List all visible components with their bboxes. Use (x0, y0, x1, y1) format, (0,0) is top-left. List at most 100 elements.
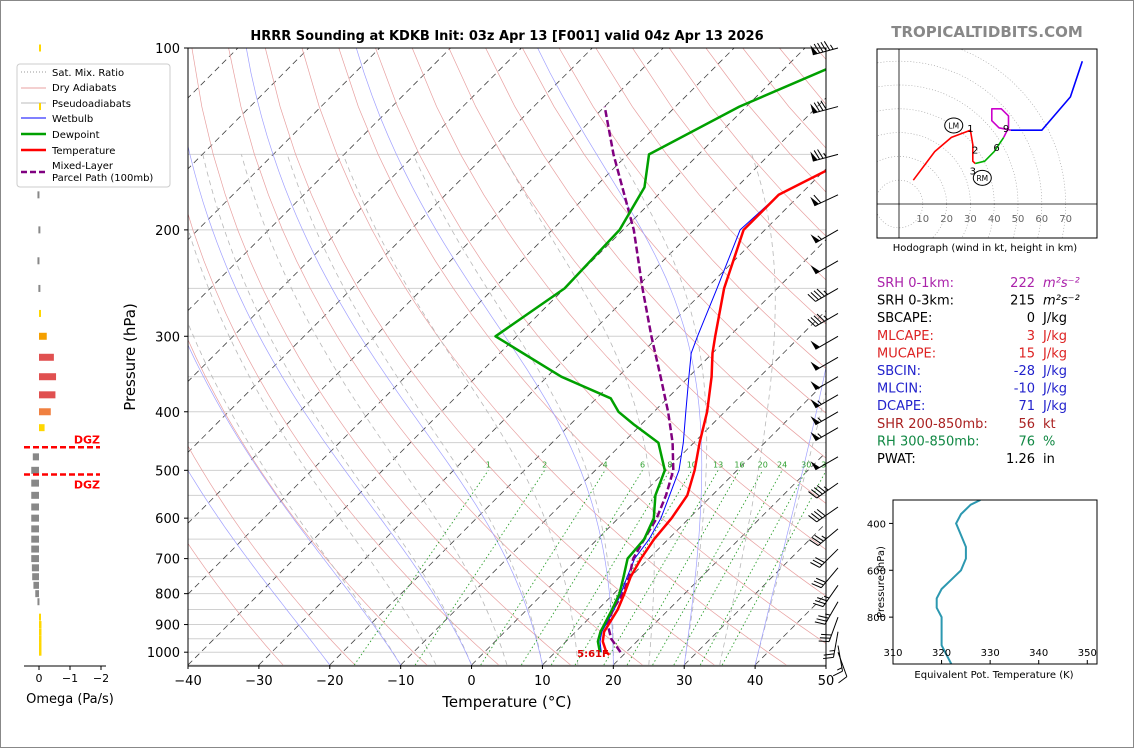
theta-y-tick-label: 600 (867, 566, 886, 577)
hodograph-ring-label: 60 (1035, 214, 1048, 225)
storm-motion-label: RM (976, 174, 988, 183)
parameter-row: SRH 0-3km: 215 m²s⁻² (877, 294, 1080, 309)
wind-barbs (807, 41, 848, 684)
barb-half (823, 290, 828, 295)
barb-full (809, 539, 819, 546)
storm-motion-marker (944, 117, 964, 134)
parameter-unit: J/kg (1042, 382, 1067, 397)
svg-text:Dewpoint: Dewpoint (52, 130, 100, 141)
barb-full (818, 615, 829, 619)
omega-bar (33, 581, 39, 589)
mixing-ratio-label: 8 (667, 460, 672, 469)
omega-xlabel: Omega (Pa/s) (26, 692, 114, 707)
mixing-ratio-label: 2 (542, 460, 547, 469)
legend-item-pseudoadiabats: Pseudoadiabats (21, 99, 131, 110)
mixing-ratio-line (480, 470, 606, 666)
barb-staff (822, 585, 839, 607)
moist-adiabat (502, 154, 655, 666)
barb-half (817, 417, 822, 422)
omega-bar (32, 573, 39, 581)
theta-e-xlabel: Equivalent Pot. Temperature (K) (914, 670, 1073, 681)
theta-e-ylabel: Pressure (hPa) (876, 546, 887, 618)
hodograph-height-label: 3 (970, 167, 976, 178)
isotherm-line (258, 97, 826, 666)
chart-title: HRRR Sounding at KDKB Init: 03z Apr 13 [… (250, 29, 763, 44)
barb-flag (810, 234, 820, 243)
hodograph-ring-label: 40 (988, 214, 1001, 225)
dry-adiabat (411, 48, 826, 551)
barb-staff (816, 506, 839, 523)
omega-bar (35, 590, 39, 598)
parameter-label: SBCAPE: (877, 311, 932, 326)
omega-bar (39, 353, 54, 361)
mixing-ratio-label: 13 (713, 460, 723, 469)
mixing-ratio-line (652, 470, 764, 666)
barb-flag (810, 45, 818, 55)
omega-bar (38, 284, 41, 292)
parameter-row: MLCAPE: 3 J/kg (877, 329, 1067, 344)
x-tick-label: −20 (316, 674, 343, 689)
x-tick-label: 10 (534, 674, 551, 689)
omega-bar (39, 332, 47, 340)
barb-full (811, 513, 820, 521)
svg-text:Pseudoadiabats: Pseudoadiabats (52, 99, 131, 110)
omega-bar (37, 257, 40, 265)
hodograph-segment (991, 108, 1012, 138)
brand-watermark: TROPICALTIDBITS.COM (891, 23, 1083, 41)
moist-adiabat (342, 154, 579, 666)
parameter-label: SBCIN: (877, 364, 921, 379)
barb-full (810, 562, 820, 568)
wind-barb (809, 528, 839, 546)
moist-adiabat-blue (355, 48, 614, 665)
barb-full (813, 43, 821, 54)
barb-full (817, 42, 824, 53)
parameter-value: 215 (1010, 294, 1035, 309)
dry-adiabat (188, 445, 356, 666)
dry-adiabat (191, 48, 571, 666)
parameter-row: SBCIN: -28 J/kg (877, 364, 1067, 379)
dry-adiabat (301, 48, 787, 666)
barb-staff (815, 288, 839, 302)
barb-full (812, 559, 823, 566)
omega-bar (39, 628, 42, 636)
parameter-value: -10 (1014, 382, 1035, 397)
barb-full (817, 101, 824, 111)
dry-adiabat (264, 48, 715, 666)
theta-e-frame (892, 499, 1098, 665)
barb-full (816, 313, 825, 322)
wind-barb (823, 631, 839, 660)
wind-barb (814, 601, 839, 625)
y-tick-label: 900 (155, 619, 180, 634)
mixing-ratio-line (574, 470, 693, 666)
dry-adiabat (742, 48, 826, 149)
wind-barb (810, 376, 839, 391)
mixing-ratio-lines: 1 2 4 6 8 10 13 16 20 24 30 36 (353, 460, 826, 666)
barb-half (830, 44, 834, 50)
y-tick-label: 500 (155, 464, 180, 479)
barb-flag (810, 399, 820, 408)
barb-full (813, 602, 824, 608)
omega-bar (39, 642, 42, 650)
omega-bar (37, 191, 40, 199)
barb-half (823, 486, 829, 491)
barb-half (823, 315, 828, 320)
omega-bar (31, 525, 39, 533)
y-tick-label: 100 (155, 42, 180, 57)
barb-full (807, 318, 816, 327)
parameter-unit: J/kg (1042, 346, 1067, 361)
omega-bar (39, 613, 41, 621)
omega-bar (39, 648, 42, 656)
barb-staff (816, 482, 839, 499)
hodograph-ring-labels: 10 20 30 40 50 60 70 (916, 214, 1072, 225)
isotherm-line (542, 380, 826, 666)
svg-text:Mixed-Layer: Mixed-Layer (52, 161, 114, 172)
theta-x-tick-label: 320 (932, 648, 951, 659)
barb-half (823, 152, 827, 158)
omega-tick-label: −1 (62, 672, 78, 685)
dgz-label: DGZ (74, 478, 100, 491)
x-tick-label: −40 (174, 674, 201, 689)
dewpoint-line (494, 68, 826, 653)
barb-half (829, 649, 835, 652)
sounding-parameters: SRH 0-1km: 222 m²s⁻² SRH 0-3km: 215 m²s⁻² SBCA… (877, 276, 1080, 467)
